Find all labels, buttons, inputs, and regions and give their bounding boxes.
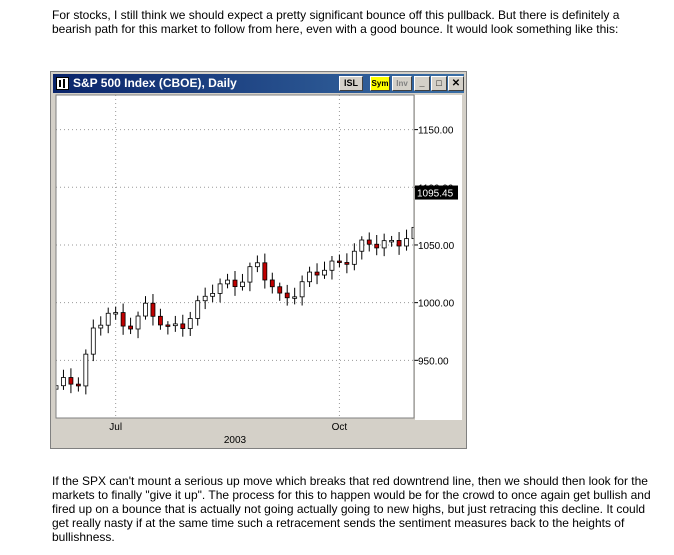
price-axis-area (415, 95, 462, 420)
candle-body (68, 377, 74, 385)
y-tick-label-1: 1000.00 (418, 299, 455, 310)
candle-body (210, 293, 216, 297)
candle-body (120, 312, 126, 327)
candle-body (269, 279, 275, 288)
chart-window: S&P 500 Index (CBOE), Daily ISL Sym Inv … (50, 71, 467, 449)
candle-body (337, 260, 342, 263)
intro-paragraph: For stocks, I still think we should expe… (52, 8, 620, 36)
window-title-bar[interactable]: S&P 500 Index (CBOE), Daily ISL Sym Inv … (53, 74, 464, 93)
y-tick-label-2: 1050.00 (418, 241, 455, 252)
candle-body (180, 323, 186, 329)
y-tick-label-4: 1150.00 (418, 126, 454, 137)
outro-paragraph: If the SPX can't mount a serious up move… (52, 474, 651, 544)
candle-body (165, 324, 171, 327)
candle-body (83, 353, 89, 387)
candle-body (277, 286, 283, 294)
candle-body (411, 226, 414, 240)
candle-body (396, 240, 402, 247)
candle-body (98, 324, 104, 329)
candle-body (374, 243, 380, 249)
plot-area (56, 95, 414, 418)
isl-badge: ISL (339, 76, 363, 91)
candle-body (61, 377, 66, 387)
sym-button[interactable]: Sym (370, 76, 390, 91)
candle-body (90, 327, 96, 355)
candle-body (232, 279, 238, 288)
candle-body (217, 283, 223, 294)
candle-body (329, 260, 335, 271)
candle-body (150, 302, 156, 317)
candle-body (247, 266, 253, 283)
candle-body (225, 279, 230, 285)
candle-body (344, 262, 350, 265)
candle-body (322, 269, 327, 276)
candle-body (75, 383, 81, 387)
candle-body (254, 262, 260, 268)
candle-body (105, 312, 111, 326)
year-label-0: 2003 (224, 435, 247, 446)
chart-app-icon (56, 77, 69, 90)
candle-body (351, 250, 357, 265)
candle-body (56, 385, 59, 390)
candle-body (262, 262, 268, 281)
x-tick-label-1: Oct (332, 422, 348, 433)
window-title: S&P 500 Index (CBOE), Daily (73, 76, 237, 90)
candle-body (366, 239, 372, 245)
candle-body (135, 315, 141, 330)
candles-group (56, 221, 468, 399)
candle-body (158, 315, 163, 326)
candle-body (172, 323, 178, 327)
candle-body (202, 295, 208, 302)
candle-body (187, 318, 193, 329)
maximize-icon[interactable]: □ (431, 76, 447, 91)
candle-body (359, 239, 365, 252)
candle-body (284, 292, 290, 299)
candle-body (292, 296, 298, 299)
last-price-badge (415, 185, 458, 200)
close-icon[interactable]: ✕ (448, 76, 464, 91)
minimize-icon[interactable]: _ (414, 76, 430, 91)
last-price-label: 1095.45 (417, 189, 454, 200)
candle-body (240, 281, 245, 288)
candle-body (143, 302, 148, 317)
y-tick-label-0: 950.00 (418, 356, 449, 367)
price-chart: 950.001000.001050.001100.001150.00JulOct… (55, 94, 468, 446)
plot-border (55, 94, 415, 419)
candle-body (307, 271, 312, 283)
candle-body (404, 238, 409, 247)
x-tick-label-0: Jul (109, 422, 122, 433)
candle-body (299, 281, 305, 298)
candle-body (464, 224, 468, 238)
year-band-0 (56, 433, 414, 445)
candle-body (195, 300, 201, 319)
candle-body (113, 312, 119, 315)
candle-body (314, 271, 320, 276)
candle-body (381, 240, 387, 249)
candle-body (128, 325, 133, 330)
inv-button[interactable]: Inv (392, 76, 412, 91)
candle-body (389, 240, 395, 243)
